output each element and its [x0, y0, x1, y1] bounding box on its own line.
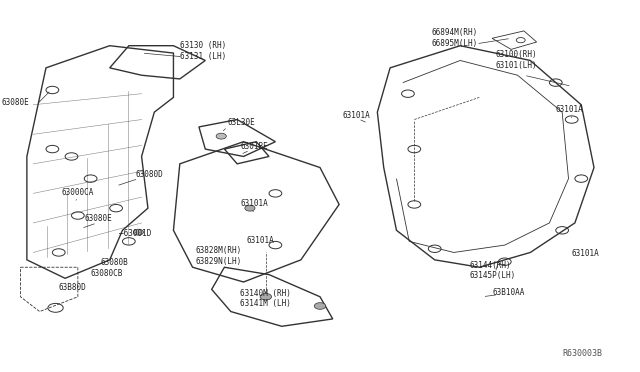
Circle shape — [245, 205, 255, 211]
Text: 63B80D: 63B80D — [59, 283, 86, 292]
Text: 66894M(RH)
66895M(LH): 66894M(RH) 66895M(LH) — [431, 28, 478, 48]
Text: 63080E: 63080E — [84, 214, 112, 223]
Text: 63130 (RH)
63131 (LH): 63130 (RH) 63131 (LH) — [180, 41, 226, 61]
Text: 63101A: 63101A — [246, 236, 275, 245]
Text: 63080B: 63080B — [100, 259, 128, 267]
Circle shape — [260, 294, 271, 300]
Text: 63140M (RH)
63141M (LH): 63140M (RH) 63141M (LH) — [241, 289, 291, 308]
Text: 63000CA: 63000CA — [62, 188, 94, 197]
Text: 63101A: 63101A — [342, 111, 370, 120]
Text: R630003B: R630003B — [562, 349, 602, 358]
Circle shape — [314, 303, 326, 310]
Text: 63080CB: 63080CB — [91, 269, 123, 279]
Text: 63080D: 63080D — [135, 170, 163, 179]
Text: 63144(RH)
63145P(LH): 63144(RH) 63145P(LH) — [470, 261, 516, 280]
Circle shape — [216, 133, 227, 139]
Text: 63L30E: 63L30E — [228, 118, 255, 127]
Text: 63101A: 63101A — [241, 199, 268, 208]
Text: 63101A: 63101A — [572, 249, 600, 258]
Text: 63100(RH)
63101(LH): 63100(RH) 63101(LH) — [495, 51, 537, 70]
Circle shape — [133, 229, 143, 235]
Text: 63B10AA: 63B10AA — [492, 288, 524, 297]
Text: 63828M(RH)
63829N(LH): 63828M(RH) 63829N(LH) — [196, 246, 242, 266]
Text: 6301BE: 6301BE — [241, 142, 268, 151]
Text: 63101A: 63101A — [556, 105, 584, 114]
Text: —63001D: —63001D — [119, 229, 152, 238]
Text: 63080E: 63080E — [1, 98, 29, 107]
